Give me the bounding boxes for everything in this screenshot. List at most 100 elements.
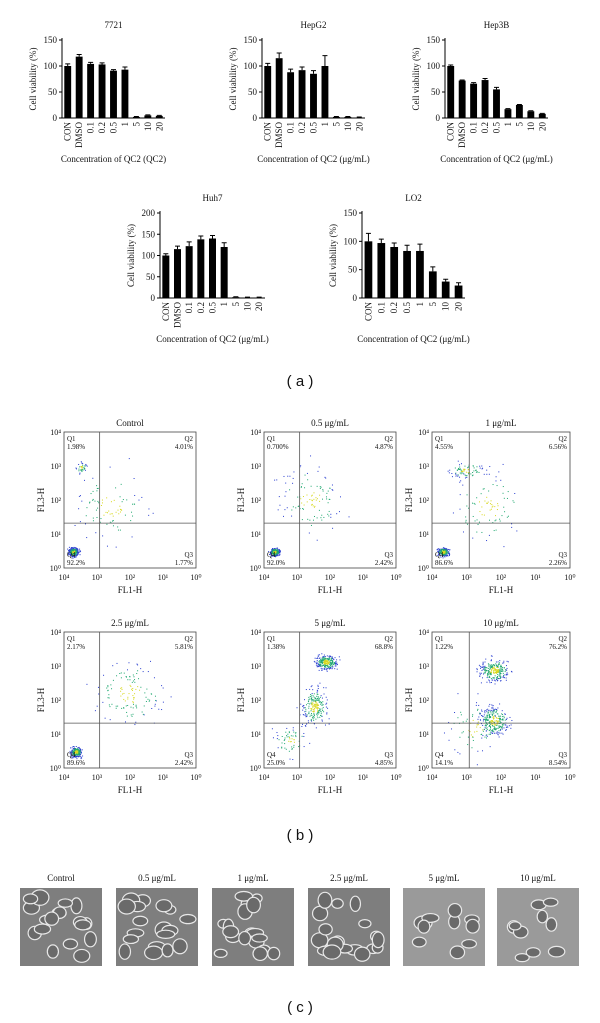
event-dot (316, 665, 318, 667)
event-dot (288, 732, 290, 734)
event-dot (461, 471, 463, 473)
event-dot (503, 715, 505, 717)
event-dot (80, 465, 82, 467)
event-dot (476, 764, 478, 766)
event-dot (319, 663, 321, 665)
bar (515, 105, 523, 118)
cell (74, 919, 92, 931)
event-dot (285, 731, 287, 733)
micrograph-label: 1 μg/mL (237, 873, 268, 883)
cell (331, 898, 344, 909)
event-dot (79, 750, 81, 752)
x-axis-label: FL1-H (118, 785, 143, 795)
event-dot (499, 520, 501, 522)
event-dot (328, 498, 330, 500)
event-dot (85, 515, 87, 517)
event-dot (284, 743, 286, 745)
event-dot (503, 506, 505, 508)
event-dot (115, 705, 117, 707)
event-dot (329, 662, 331, 664)
event-dot (288, 731, 290, 733)
event-dot (496, 670, 498, 672)
event-dot (132, 674, 134, 676)
event-dot (478, 501, 480, 503)
event-dot (328, 666, 330, 668)
event-dot (145, 700, 147, 702)
event-dot (308, 696, 310, 698)
event-dot (79, 495, 81, 497)
event-dot (296, 707, 298, 709)
quadrant-percent: 1.38% (267, 643, 285, 651)
x-tick-label: 20 (254, 302, 264, 312)
event-dot (444, 552, 446, 554)
event-dot (447, 555, 449, 557)
event-dot (74, 755, 76, 757)
event-dot (73, 548, 75, 550)
event-dot (123, 672, 125, 674)
event-dot (306, 501, 308, 503)
event-dot (69, 553, 71, 555)
event-dot (473, 502, 475, 504)
event-dot (321, 666, 323, 668)
event-dot (319, 494, 321, 496)
event-dot (109, 706, 111, 708)
event-dot (68, 550, 70, 552)
event-dot (275, 554, 277, 556)
event-dot (507, 726, 509, 728)
event-dot (491, 723, 493, 725)
x-tick-label: 20 (454, 302, 464, 312)
event-dot (492, 666, 494, 668)
event-dot (498, 471, 500, 473)
event-dot (70, 551, 72, 553)
event-dot (75, 548, 77, 550)
event-dot (502, 723, 504, 725)
event-dot (462, 531, 464, 533)
event-dot (486, 670, 488, 672)
y-tick-label: 10² (419, 496, 430, 505)
event-dot (510, 724, 512, 726)
event-dot (318, 466, 320, 468)
x-tick-label: 0.1 (376, 302, 386, 313)
event-dot (493, 672, 495, 674)
event-dot (326, 663, 328, 665)
event-dot (481, 465, 483, 467)
y-tick-label: 10² (51, 496, 62, 505)
event-dot (323, 668, 325, 670)
event-dot (302, 496, 304, 498)
event-dot (478, 664, 480, 666)
event-dot (487, 663, 489, 665)
event-dot (102, 535, 104, 537)
event-dot (489, 671, 491, 673)
event-dot (489, 503, 491, 505)
event-dot (112, 520, 114, 522)
event-dot (463, 470, 465, 472)
event-dot (119, 505, 121, 507)
event-dot (472, 719, 474, 721)
event-dot (331, 662, 333, 664)
event-dot (147, 698, 149, 700)
event-dot (492, 732, 494, 734)
event-dot (293, 744, 295, 746)
y-tick-label: 150 (344, 208, 358, 218)
event-dot (307, 720, 309, 722)
cell (155, 899, 173, 913)
quadrant-percent: 2.42% (175, 759, 193, 767)
event-dot (320, 659, 322, 661)
event-dot (310, 703, 312, 705)
event-dot (278, 554, 280, 556)
event-dot (293, 739, 295, 741)
event-dot (491, 655, 493, 657)
event-dot (492, 708, 494, 710)
event-dot (278, 552, 280, 554)
error-bar (333, 115, 339, 117)
cell (118, 943, 132, 960)
event-dot (74, 754, 76, 756)
event-dot (277, 554, 279, 556)
event-dot (437, 550, 439, 552)
event-dot (482, 724, 484, 726)
event-dot (319, 486, 321, 488)
event-dot (499, 715, 501, 717)
event-dot (498, 720, 500, 722)
event-dot (438, 553, 440, 555)
